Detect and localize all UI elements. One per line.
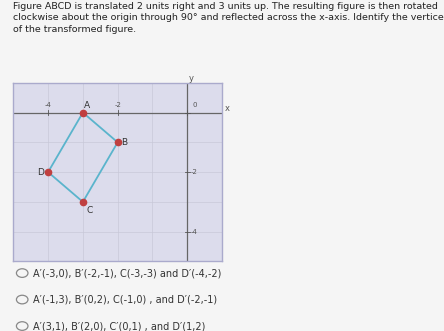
Text: -4: -4: [45, 102, 52, 108]
Text: -4: -4: [190, 229, 198, 235]
Text: C: C: [86, 206, 92, 215]
Text: A′(3,1), B′(2,0), C′(0,1) , and D′(1,2): A′(3,1), B′(2,0), C′(0,1) , and D′(1,2): [33, 321, 206, 331]
Text: A′(-3,0), B′(-2,-1), C(-3,-3) and D′(-4,-2): A′(-3,0), B′(-2,-1), C(-3,-3) and D′(-4,…: [33, 268, 222, 278]
Text: x: x: [225, 105, 230, 114]
Text: Figure ABCD is translated 2 units right and 3 units up. The resulting figure is : Figure ABCD is translated 2 units right …: [13, 2, 444, 34]
Text: D: D: [37, 167, 44, 177]
Text: -2: -2: [190, 169, 198, 175]
Text: A: A: [84, 102, 90, 111]
Text: A′(-1,3), B′(0,2), C(-1,0) , and D′(-2,-1): A′(-1,3), B′(0,2), C(-1,0) , and D′(-2,-…: [33, 295, 218, 305]
Text: y: y: [189, 74, 194, 83]
Text: 0: 0: [192, 102, 197, 108]
Text: B: B: [121, 138, 127, 147]
Text: -2: -2: [114, 102, 121, 108]
